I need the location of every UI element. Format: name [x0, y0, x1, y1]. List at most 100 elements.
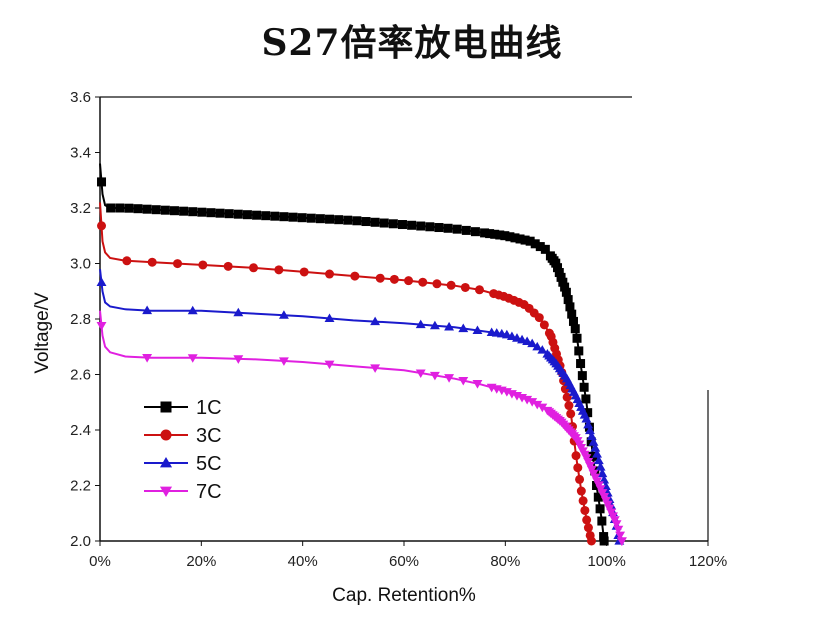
series-point [206, 208, 216, 218]
series-point [472, 380, 483, 389]
series-point [495, 230, 505, 240]
series-point [480, 228, 490, 238]
series-point [151, 205, 161, 215]
series-point [434, 223, 444, 233]
series-line [99, 310, 623, 542]
x-tick-label: 20% [186, 553, 216, 570]
series-point [583, 523, 593, 533]
series-3c [97, 202, 596, 546]
x-axis-label: Cap. Retention% [332, 585, 476, 606]
series-point [223, 261, 233, 271]
series-point [581, 413, 592, 423]
series-point [520, 235, 530, 245]
series-point [306, 213, 316, 223]
legend: 1C 3C 5C 7C [144, 397, 222, 503]
series-point [249, 263, 259, 273]
series-point [525, 236, 535, 246]
series-point [325, 214, 335, 224]
legend-label: 3C [196, 425, 222, 447]
series-point [188, 207, 198, 217]
series-point [315, 214, 325, 224]
series-point [325, 269, 335, 279]
series-point [485, 229, 495, 239]
series-point [142, 305, 153, 315]
series-point [574, 346, 584, 356]
y-tick-label: 3.6 [70, 89, 91, 106]
series-point [505, 232, 515, 242]
series-point [96, 277, 107, 286]
series-point [592, 449, 602, 458]
series-point [379, 218, 389, 228]
series-point [593, 455, 604, 465]
series-point [515, 234, 525, 244]
series-point [429, 320, 440, 330]
x-tick-label: 120% [689, 553, 727, 570]
series-point [147, 257, 157, 267]
series-point [582, 515, 592, 525]
legend-marker [160, 401, 172, 413]
series-point [233, 307, 244, 317]
series-point [352, 216, 362, 226]
series-point [562, 392, 572, 402]
series-point [575, 474, 585, 484]
series-point [361, 217, 371, 227]
series-point [115, 203, 125, 213]
series-point [198, 260, 208, 270]
series-point [534, 313, 544, 323]
series-point [187, 354, 198, 363]
series-point [270, 211, 280, 221]
series-point [461, 225, 471, 235]
y-tick-label: 2.4 [70, 422, 91, 439]
legend-label: 7C [196, 481, 222, 503]
series-point [532, 341, 543, 351]
series-point [160, 205, 170, 215]
series-point [418, 277, 428, 287]
legend-item-1c: 1C [144, 397, 222, 419]
series-point [472, 325, 483, 335]
series-point [510, 233, 520, 243]
legend-item-3c: 3C [144, 425, 222, 447]
series-point [563, 295, 573, 305]
series-point [576, 359, 586, 369]
x-tick-label: 0% [89, 553, 111, 570]
series-point [288, 212, 298, 222]
series-point [537, 345, 548, 354]
series-point [590, 443, 601, 452]
series-point [577, 371, 587, 381]
series-point [452, 224, 462, 234]
y-tick-label: 3.0 [70, 256, 91, 273]
legend-label: 5C [196, 453, 222, 475]
series-point [97, 177, 107, 187]
series-point [197, 207, 207, 217]
series-point [551, 258, 561, 268]
series-point [532, 400, 543, 410]
y-tick-label: 3.2 [70, 200, 91, 217]
y-tick-label: 2.8 [70, 311, 91, 328]
legend-item-7c: 7C [144, 481, 222, 503]
series-point [224, 209, 234, 219]
series-point [416, 221, 426, 231]
series-point [579, 382, 589, 392]
legend-marker [160, 429, 172, 441]
series-point [444, 321, 455, 331]
series-point [595, 504, 605, 514]
series-point [124, 203, 134, 213]
series-point [554, 268, 564, 278]
series-point [122, 256, 132, 266]
series-point [611, 520, 622, 529]
series-point [142, 204, 152, 214]
series-point [535, 242, 545, 252]
series-point [595, 462, 606, 471]
series-point [425, 222, 435, 232]
y-tick-label: 2.2 [70, 478, 91, 495]
series-point [580, 505, 590, 515]
series-point [588, 437, 599, 446]
series-7c [96, 310, 627, 546]
series-point [564, 401, 574, 411]
series-point [458, 376, 469, 386]
series-point [407, 220, 417, 230]
axes-layer: 0% 20% 40% 60% 80% 100% 120% 2.0 2.2 2.4 2.6 2.8 3.0… [70, 89, 727, 570]
x-tick-label: 40% [288, 553, 318, 570]
series-point [568, 316, 578, 326]
